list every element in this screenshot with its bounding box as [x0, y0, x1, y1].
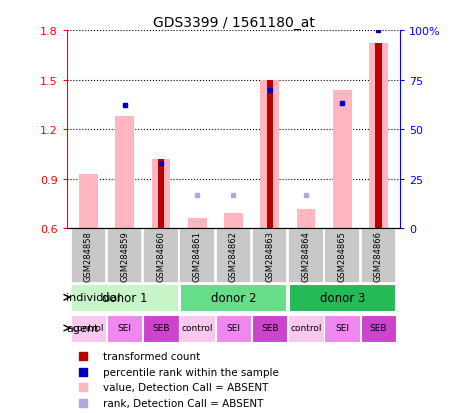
Bar: [71, 315, 106, 342]
Text: GSM284862: GSM284862: [229, 230, 237, 281]
Text: GSM284859: GSM284859: [120, 230, 129, 281]
Bar: [360, 229, 395, 283]
Text: GSM284865: GSM284865: [337, 230, 346, 281]
Text: control: control: [181, 324, 213, 332]
Bar: [71, 229, 106, 283]
Text: SEI: SEI: [118, 324, 131, 332]
Bar: [215, 315, 251, 342]
Bar: [143, 229, 179, 283]
Bar: [179, 229, 214, 283]
Bar: [252, 315, 287, 342]
Bar: [157, 160, 164, 229]
Bar: [179, 315, 214, 342]
Text: control: control: [73, 324, 104, 332]
Text: GSM284861: GSM284861: [192, 230, 201, 281]
Bar: [224, 213, 242, 229]
Bar: [324, 315, 359, 342]
Text: transformed count: transformed count: [103, 351, 200, 361]
Text: SEB: SEB: [260, 324, 278, 332]
Text: GSM284863: GSM284863: [265, 230, 274, 281]
Bar: [375, 44, 381, 229]
Text: SEI: SEI: [335, 324, 348, 332]
Bar: [106, 229, 142, 283]
Bar: [115, 117, 134, 229]
Text: GSM284866: GSM284866: [373, 230, 382, 281]
Bar: [151, 160, 170, 229]
Bar: [266, 81, 272, 229]
Bar: [296, 210, 315, 229]
Text: individual: individual: [66, 292, 120, 303]
Bar: [79, 174, 98, 229]
Text: control: control: [290, 324, 321, 332]
Text: SEB: SEB: [369, 324, 386, 332]
Text: agent: agent: [66, 323, 98, 333]
Text: percentile rank within the sample: percentile rank within the sample: [103, 367, 279, 377]
Text: value, Detection Call = ABSENT: value, Detection Call = ABSENT: [103, 382, 268, 392]
Bar: [180, 285, 287, 312]
Bar: [71, 285, 179, 312]
Bar: [143, 315, 179, 342]
Bar: [252, 229, 287, 283]
Text: donor 1: donor 1: [102, 291, 147, 304]
Text: SEB: SEB: [152, 324, 169, 332]
Text: GSM284860: GSM284860: [156, 230, 165, 281]
Bar: [368, 44, 387, 229]
Text: donor 3: donor 3: [319, 291, 364, 304]
Bar: [106, 315, 142, 342]
Bar: [332, 90, 351, 229]
Text: GSM284858: GSM284858: [84, 230, 93, 281]
Bar: [324, 229, 359, 283]
Bar: [287, 315, 323, 342]
Title: GDS3399 / 1561180_at: GDS3399 / 1561180_at: [152, 16, 313, 30]
Bar: [260, 81, 279, 229]
Text: rank, Detection Call = ABSENT: rank, Detection Call = ABSENT: [103, 398, 263, 408]
Bar: [187, 218, 206, 229]
Bar: [287, 229, 323, 283]
Text: SEI: SEI: [226, 324, 240, 332]
Bar: [215, 229, 251, 283]
Bar: [360, 315, 395, 342]
Text: donor 2: donor 2: [210, 291, 256, 304]
Text: GSM284864: GSM284864: [301, 230, 310, 281]
Bar: [288, 285, 395, 312]
